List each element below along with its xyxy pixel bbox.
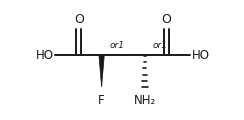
Text: or1: or1 [109,41,124,50]
Text: HO: HO [192,49,210,62]
Text: F: F [98,94,105,107]
Text: O: O [74,13,84,26]
Text: or1: or1 [152,41,168,50]
Text: NH₂: NH₂ [134,94,156,107]
Text: HO: HO [36,49,54,62]
Polygon shape [99,56,104,87]
Text: O: O [162,13,171,26]
